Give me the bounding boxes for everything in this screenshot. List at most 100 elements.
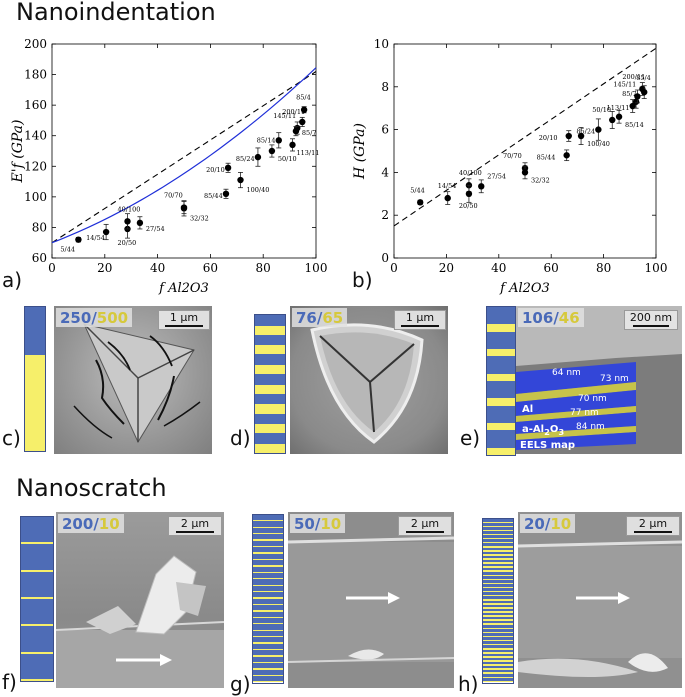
period-label-f: 200/10 (58, 514, 124, 533)
stack-layer-top (483, 653, 513, 657)
period-label-g: 50/10 (290, 514, 346, 533)
stack-layer-bottom (487, 373, 515, 381)
stack-layer-top (483, 665, 513, 669)
stack-layer-bottom (483, 541, 513, 544)
data-point-label: 145/11 (613, 80, 636, 88)
stack-layer-top (255, 413, 285, 425)
layer-stack-h (482, 518, 514, 684)
rule-of-mixtures-line (393, 47, 657, 227)
stack-layer-bottom (483, 554, 513, 556)
plot-frame (51, 43, 317, 259)
stack-layer-top (483, 608, 513, 612)
data-point-label: 20/10 (539, 134, 558, 142)
fit-curve (51, 67, 317, 244)
stack-layer-top (483, 620, 513, 624)
stack-layer-top (483, 584, 513, 587)
stack-layer-bottom (255, 424, 285, 434)
panel-label-c: c) (2, 426, 21, 450)
data-point-label: 113/11 (297, 149, 320, 157)
stack-layer-bottom (483, 529, 513, 532)
rule-of-mixtures-line (51, 71, 317, 244)
data-point-label: 85/44 (204, 192, 223, 200)
data-point-label: 100/40 (246, 186, 269, 194)
stack-layer-top (483, 527, 513, 530)
stack-layer-top (483, 612, 513, 616)
data-point (632, 98, 640, 105)
layer-stack-f (20, 516, 54, 682)
stack-layer-top (21, 544, 53, 570)
stack-layer-bottom (483, 643, 513, 646)
data-point-label: 20/50 (459, 202, 478, 210)
stack-layer-top (487, 331, 515, 349)
stack-layer-bottom (253, 533, 283, 535)
indent-cracks-c (73, 323, 201, 444)
stack-layer-top (483, 592, 513, 595)
stack-layer-bottom (483, 664, 513, 666)
stack-layer-top (483, 523, 513, 526)
data-point (417, 199, 424, 206)
data-point (521, 169, 529, 176)
y-tick-label: 140 (24, 129, 47, 143)
al-label: Al (522, 404, 534, 415)
stack-layer-bottom (255, 345, 285, 355)
stack-layer-bottom (253, 648, 283, 651)
stack-layer-top (487, 307, 515, 325)
data-point-label: 85/14 (257, 136, 276, 144)
data-point (180, 204, 188, 211)
data-point-label: 100/40 (587, 140, 610, 148)
data-point-label: 14/54 (86, 234, 105, 242)
stack-layer-bottom (487, 447, 515, 455)
stack-layer-bottom (483, 570, 513, 573)
x-axis-label: f Al2O3 (158, 281, 209, 296)
stack-layer-top (483, 661, 513, 665)
stack-layer-bottom (255, 443, 285, 453)
data-point-label: 85/14 (625, 121, 644, 129)
stack-layer-bottom (483, 676, 513, 679)
stack-layer-top (255, 354, 285, 366)
stack-layer-top (483, 535, 513, 538)
y-tick-label: 100 (24, 190, 47, 204)
stack-layer-bottom (253, 636, 283, 638)
stack-layer-bottom (483, 656, 513, 658)
stack-layer-bottom (487, 422, 515, 431)
stack-layer-top (21, 517, 53, 543)
stack-layer-bottom (483, 594, 513, 597)
panel-label-h: h) (458, 672, 479, 696)
stack-layer-bottom (253, 668, 283, 670)
stack-layer-top (483, 543, 513, 546)
data-point-label: 20/50 (118, 239, 137, 247)
stack-layer-bottom (21, 678, 53, 681)
data-point (609, 116, 616, 124)
x-tick-label: 100 (305, 261, 328, 275)
stack-layer-bottom (255, 325, 285, 335)
data-point (289, 141, 296, 149)
micrograph-d: 76/65 1 μm (290, 306, 448, 454)
stack-layer-bottom (483, 578, 513, 581)
stack-layer-top (483, 657, 513, 661)
data-point-label: 85/4 (296, 94, 311, 102)
stack-layer-top (253, 592, 283, 598)
scale-bar-c: 1 μm (158, 310, 210, 330)
stack-layer-top (253, 515, 283, 521)
scratch-track-f (56, 555, 224, 688)
stack-layer-top (255, 393, 285, 405)
stack-layer-bottom (483, 599, 513, 601)
stack-layer-top (253, 598, 283, 604)
stack-layer-top (253, 534, 283, 540)
data-point (237, 176, 244, 184)
scale-bar-e: 200 nm (624, 310, 678, 330)
stack-layer-bottom (483, 566, 513, 568)
micrograph-f: 200/10 2 μm (56, 512, 224, 688)
stack-layer-top (255, 315, 285, 326)
stack-layer-top (483, 649, 513, 653)
stack-layer-top (253, 637, 283, 643)
chart-modulus: 0 20 40 60 80 100 60 80 100 120 140 160 180 200 5/44 14… (10, 37, 328, 296)
stack-layer-bottom (483, 533, 513, 536)
data-point-label: 70/70 (164, 192, 183, 200)
data-point (465, 190, 473, 197)
y-tick-label: 60 (32, 251, 47, 265)
y-tick-label: 200 (24, 37, 47, 51)
stack-layer-bottom (253, 584, 283, 586)
data-point (478, 183, 485, 190)
x-tick-label: 40 (491, 261, 506, 275)
